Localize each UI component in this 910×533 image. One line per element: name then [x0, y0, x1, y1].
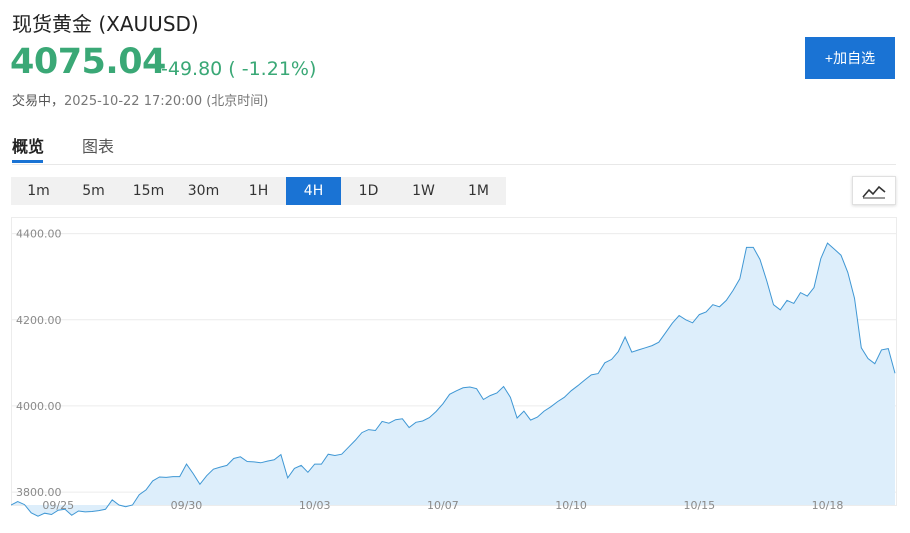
y-tick-label: 3800.00: [16, 486, 62, 499]
x-tick-label: 10/18: [812, 499, 844, 512]
x-tick-label: 09/25: [42, 499, 74, 512]
period-1mo[interactable]: 1M: [468, 183, 489, 199]
trading-status: 交易中，2025-10-22 17:20:00 (北京时间): [12, 90, 268, 109]
price-chart[interactable]: 3800.00 4000.00 4200.00 4400.00 09/25 09/30 10…: [11, 217, 897, 522]
x-tick-label: 10/07: [427, 499, 459, 512]
price-chart-svg: 3800.00 4000.00 4200.00 4400.00 09/25 09/30 10…: [11, 217, 897, 517]
period-1h[interactable]: 1H: [248, 183, 269, 199]
price-area: [11, 243, 895, 517]
period-30m[interactable]: 30m: [187, 183, 220, 199]
current-price: 4075.04: [10, 42, 166, 82]
instrument-title: 现货黄金 (XAUUSD): [12, 12, 199, 36]
x-tick-label: 10/03: [299, 499, 331, 512]
tab-chart[interactable]: 图表: [82, 137, 115, 156]
plot-frame: [11, 217, 897, 506]
tab-overview[interactable]: 概览: [12, 133, 44, 163]
period-selector: 1m 5m 15m 30m 1H 4H 1D 1W 1M: [11, 177, 506, 205]
x-tick-label: 10/10: [555, 499, 587, 512]
x-tick-label: 09/30: [171, 499, 203, 512]
tab-bar: 概览 图表: [12, 130, 896, 165]
chart-type-button[interactable]: [852, 176, 896, 205]
period-1w[interactable]: 1W: [412, 183, 435, 199]
period-4h[interactable]: 4H: [286, 177, 341, 205]
period-1d[interactable]: 1D: [358, 183, 379, 199]
y-tick-label: 4200.00: [16, 314, 62, 327]
status-time: 2025-10-22 17:20:00 (北京时间): [64, 94, 269, 109]
price-change: -49.80 ( -1.21%): [161, 58, 317, 80]
period-5m[interactable]: 5m: [82, 183, 105, 199]
add-watchlist-button[interactable]: +加自选: [805, 37, 895, 79]
line-chart-icon: [862, 185, 886, 198]
status-label: 交易中，: [12, 94, 65, 109]
period-15m[interactable]: 15m: [132, 183, 165, 199]
x-tick-label: 10/15: [683, 499, 715, 512]
y-tick-label: 4400.00: [16, 228, 62, 241]
y-tick-label: 4000.00: [16, 400, 62, 413]
period-1m[interactable]: 1m: [27, 183, 50, 199]
price-line: [11, 242, 896, 517]
